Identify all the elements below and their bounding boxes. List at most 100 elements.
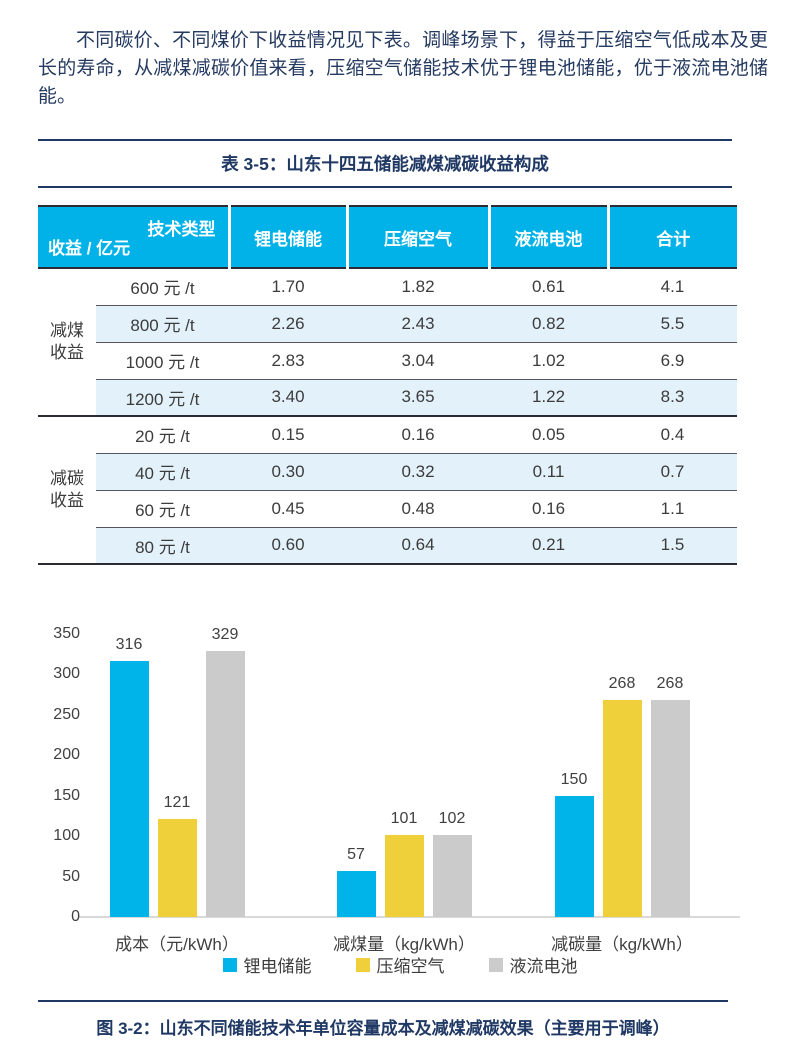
value-cell: 0.16 [347,415,489,453]
bar-value-label: 121 [163,794,191,812]
chart-bar [109,661,149,917]
table-header-row: 技术类型 收益 / 亿元 锂电储能 压缩空气 液流电池 合计 [38,206,737,268]
value-cell: 2.43 [347,304,489,342]
value-cell: 0.11 [489,452,608,490]
bar-chart: 350 300 250 200 150 100 50 0 316 121 329 成本（元/kWh） 5… [40,624,750,964]
price-cell: 40 元 /t [96,452,229,490]
chart-bar [384,835,424,917]
y-axis-tick-label: 300 [53,665,80,683]
table-corner-cell: 技术类型 收益 / 亿元 [38,206,229,268]
chart-bar [602,700,642,917]
chart-bar [432,834,472,917]
y-axis-tick-label: 200 [53,746,80,764]
bar-value-label: 268 [656,675,684,693]
bar-value-label: 316 [115,636,143,654]
value-cell: 1.70 [271,276,305,296]
column-header-total: 合计 [606,206,737,268]
x-axis-category-label: 减碳量（kg/kWh） [551,935,693,954]
legend-swatch [222,957,237,972]
y-axis-tick-label: 250 [53,705,80,723]
value-cell: 0.82 [489,304,608,342]
value-cell: 2.83 [229,341,347,379]
benefit-table: 技术类型 收益 / 亿元 锂电储能 压缩空气 液流电池 合计 减煤收益 600 元… [38,205,737,565]
value-cell: 3.40 [229,378,347,416]
legend-swatch [488,957,503,972]
bar-value-label: 57 [347,845,365,863]
value-cell: 1.1 [608,489,737,527]
bar-value-label: 329 [211,625,239,643]
value-cell: 0.05 [489,415,608,453]
price-cell: 600 元 /t [130,279,195,299]
chart-legend: 锂电储能 压缩空气 液流电池 [0,952,800,977]
chart-bar [650,700,690,917]
value-cell: 3.04 [347,341,489,379]
chart-bar [205,650,245,917]
value-cell: 0.21 [489,526,608,564]
corner-label-benefit-unit: 收益 / 亿元 [48,239,131,258]
column-header-compressed-air: 压缩空气 [345,206,489,268]
bar-value-label: 268 [608,675,636,693]
legend-label: 锂电储能 [243,957,312,976]
value-cell: 0.7 [608,452,737,490]
value-cell: 0.45 [229,489,347,527]
bar-value-label: 150 [560,770,588,788]
y-axis-tick-label: 50 [62,867,80,885]
value-cell: 0.15 [229,415,347,453]
price-cell: 800 元 /t [96,304,229,342]
value-cell: 0.32 [347,452,489,490]
bar-value-label: 101 [390,810,418,828]
table-row: 800 元 /t 2.26 2.43 0.82 5.5 [38,304,737,342]
intro-paragraph: 不同碳价、不同煤价下收益情况见下表。调峰场景下，得益于压缩空气低成本及更长的寿命… [38,30,768,107]
table-row: 40 元 /t 0.30 0.32 0.11 0.7 [38,452,737,490]
table-row: 80 元 /t 0.60 0.64 0.21 1.5 [38,526,737,564]
value-cell: 3.65 [347,378,489,416]
value-cell: 0.30 [229,452,347,490]
value-cell: 0.4 [608,415,737,453]
value-cell: 1.02 [489,341,608,379]
table-row: 1200 元 /t 3.40 3.65 1.22 8.3 [38,378,737,416]
price-cell: 20 元 /t [96,415,229,453]
price-cell: 1000 元 /t [96,341,229,379]
price-cell: 1200 元 /t [96,378,229,416]
value-cell: 0.61 [531,276,566,296]
title-rule-top [38,139,732,141]
chart-bar [554,795,594,917]
chart-x-axis-line [78,916,740,918]
table-row: 1000 元 /t 2.83 3.04 1.02 6.9 [38,341,737,379]
chart-bar [157,819,197,917]
value-cell: 2.26 [229,304,347,342]
legend-label: 压缩空气 [376,957,445,976]
value-cell: 5.5 [608,304,737,342]
y-axis-tick-label: 350 [53,625,80,642]
table-row: 减煤收益 600 元 /t 1.70 1.82 0.61 4.1 [38,268,737,416]
corner-label-tech-type: 技术类型 [147,220,216,239]
value-cell: 1.5 [608,526,737,564]
table-title: 表 3-5：山东十四五储能减煤减碳收益构成 [221,154,549,174]
figure-caption: 图 3-2：山东不同储能技术年单位容量成本及减煤减碳效果（主要用于调峰） [96,1019,670,1038]
row-group-label: 减碳收益 [38,415,96,564]
value-cell: 4.1 [660,276,685,296]
legend-label: 液流电池 [509,957,578,976]
x-axis-category-label: 减煤量（kg/kWh） [333,935,475,954]
column-header-flow-battery: 液流电池 [487,206,608,268]
value-cell: 8.3 [608,378,737,416]
table-row: 60 元 /t 0.45 0.48 0.16 1.1 [38,489,737,527]
table-row: 减碳收益 20 元 /t 0.15 0.16 0.05 0.4 [38,415,737,564]
x-axis-category-label: 成本（元/kWh） [115,935,239,954]
benefit-table-body: 减煤收益 600 元 /t 1.70 1.82 0.61 4.1 800 元 /t 2.26 2… [38,268,737,564]
price-cell: 80 元 /t [96,526,229,564]
legend-swatch [355,957,370,972]
value-cell: 1.22 [489,378,608,416]
value-cell: 0.60 [229,526,347,564]
bar-value-label: 102 [438,809,466,827]
value-cell: 6.9 [608,341,737,379]
value-cell: 0.48 [347,489,489,527]
value-cell: 0.16 [489,489,608,527]
price-cell: 60 元 /t [96,489,229,527]
value-cell: 0.64 [347,526,489,564]
legend-item: 锂电储能 [222,952,312,977]
legend-item: 液流电池 [488,952,578,977]
legend-item: 压缩空气 [355,952,445,977]
title-rule-bottom [38,186,732,188]
